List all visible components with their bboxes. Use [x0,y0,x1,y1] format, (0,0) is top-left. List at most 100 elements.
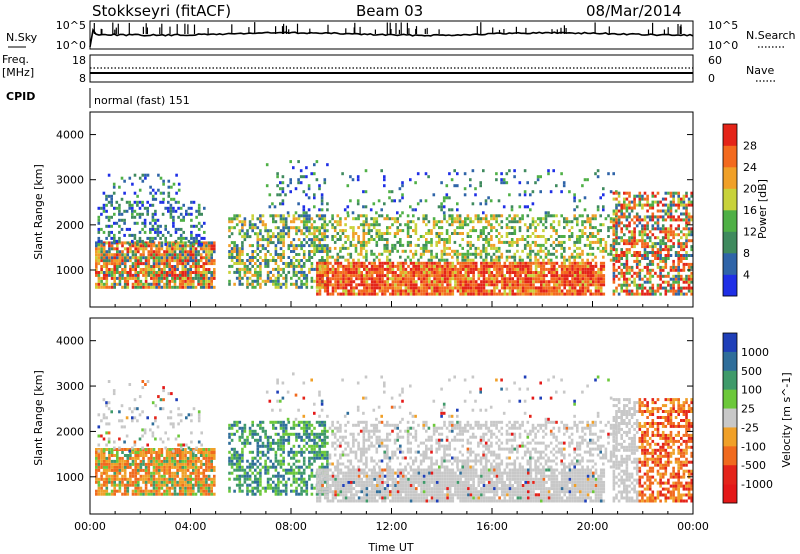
power-cell [318,184,321,188]
power-cell [690,194,693,198]
power-cell [150,285,153,289]
power-cell [192,242,196,246]
power-cell [594,289,598,293]
power-cell [516,240,519,244]
power-cell [508,264,512,268]
power-cell [420,274,423,278]
power-cell [451,289,455,293]
power-cell [550,292,553,296]
power-cell [677,271,680,275]
velocity-cell [176,459,179,463]
power-cell [648,251,652,254]
power-cell [448,172,451,176]
power-cell [680,257,683,260]
velocity-cell [207,489,211,493]
power-cell [635,254,639,257]
power-cell [315,285,319,289]
power-cell [667,230,670,234]
power-cell [579,261,582,265]
power-cell [542,286,546,290]
velocity-cell [97,483,101,487]
velocity-cell [199,471,203,475]
power-cell [669,268,673,272]
power-cell [412,264,415,268]
velocity-cell [116,456,119,460]
power-cell [563,274,566,278]
velocity-cell [192,448,195,451]
power-cell [308,244,311,248]
power-cell [592,274,595,278]
power-cell [609,226,613,230]
velocity-cell [110,477,114,481]
power-cell [529,277,533,281]
power-cell [126,279,130,283]
power-cell [302,262,306,265]
power-cell [643,251,647,254]
power-cell [589,226,592,230]
velocity-cell [155,451,158,454]
power-cell [500,274,504,278]
power-cell [664,230,668,234]
power-cell [351,211,355,215]
power-cell [604,243,608,247]
power-cell [456,172,459,176]
power-cell [638,262,642,266]
power-cell [281,199,285,203]
power-cell [482,249,485,253]
power-cell [205,259,208,263]
power-cell [190,230,193,234]
power-cell [150,244,153,248]
power-cell [254,262,257,265]
power-cell [448,252,451,256]
power-cell [464,267,468,271]
power-cell [643,274,647,278]
power-cell [560,274,564,278]
power-cell [289,178,292,182]
power-cell [134,265,137,268]
power-cell [284,220,288,224]
power-cell [123,262,127,266]
power-cell [157,268,161,271]
power-cell [638,239,642,243]
power-cell [167,191,171,195]
power-colorbar-label: Power [dB] [756,179,769,239]
power-cell [563,277,566,281]
power-cell [661,215,665,219]
power-cell [241,241,244,245]
power-cell [484,240,488,244]
power-cell [604,249,608,253]
power-cell [617,257,621,260]
power-cell [552,169,555,173]
power-cell [534,274,538,278]
power-cell [360,289,363,293]
power-cell [370,229,373,233]
velocity-cell [168,459,171,463]
power-cell [357,292,361,296]
velocity-cell [181,483,185,487]
power-cell [383,217,386,221]
velocity-cell [173,454,177,457]
power-cell [630,233,634,237]
power-cell [113,221,116,225]
power-cell [602,208,605,212]
power-cell [355,274,358,278]
power-cell [207,247,211,251]
power-cell [469,184,472,188]
power-cell [417,258,420,262]
power-cell [349,199,352,203]
power-cell [143,218,147,222]
power-cell [427,229,431,233]
power-cell [560,289,564,293]
power-cell [448,261,452,265]
power-cell [415,274,418,278]
power-cell [333,229,337,233]
power-cell [521,267,525,271]
power-cell [97,221,101,225]
power-cell [464,223,467,227]
velocity-cell [102,489,106,493]
power-cell [463,187,467,191]
power-cell [430,249,433,253]
power-cell [643,245,647,249]
power-cell [302,214,306,218]
power-cell [264,264,267,268]
